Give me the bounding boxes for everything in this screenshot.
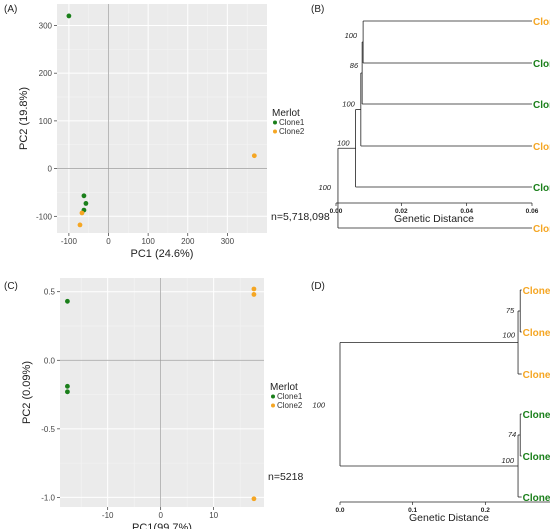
x-tick-label: 200: [181, 237, 195, 246]
y-tick-label: 0.5: [44, 288, 56, 297]
y-tick-label: 0: [48, 165, 53, 174]
y-axis-label: PC2 (19.8%): [18, 87, 30, 150]
sample-count: n=5,718,098: [271, 211, 330, 223]
y-tick-label: -0.5: [41, 425, 55, 434]
legend-marker: [273, 129, 277, 134]
x-axis-label: Genetic Distance: [409, 512, 489, 524]
bootstrap-support: 100: [312, 400, 325, 409]
x-axis-label: PC1 (24.6%): [131, 248, 194, 260]
x-tick-label: 10: [209, 511, 218, 520]
leaf-label: Clone1.3: [523, 410, 550, 421]
bootstrap-support: 100: [345, 31, 358, 40]
x-tick-label: 0.00: [330, 208, 343, 215]
data-point: [251, 292, 257, 297]
panel-b: (B) 100 86 100 100 100 Clone2.1 Clone1.3 Clone1.…: [311, 4, 550, 235]
x-tick-label: 100: [141, 237, 155, 246]
x-tick-label: 0.0: [335, 507, 344, 514]
panel-label: (B): [311, 4, 324, 15]
data-point: [251, 496, 257, 502]
bootstrap-support: 100: [503, 331, 516, 340]
leaf-label: Clone1.2: [533, 100, 550, 111]
leaf-label: Clone1.2: [523, 452, 550, 463]
data-point: [83, 201, 89, 206]
bootstrap-support: 100: [342, 100, 355, 109]
x-tick-label: 0.1: [408, 507, 417, 514]
leaf-label: Clone2.2: [533, 224, 550, 235]
bootstrap-support: 75: [506, 306, 515, 315]
leaf-label: Clone1.3: [533, 59, 550, 70]
bootstrap-support: 74: [508, 430, 516, 439]
x-tick-label: -10: [102, 511, 114, 520]
sample-count: n=5218: [268, 471, 303, 483]
data-point: [81, 193, 87, 199]
legend-entry: Clone2: [277, 401, 303, 410]
leaf-label: Clone1.1: [523, 493, 550, 504]
leaf-label: Clone2.3: [523, 286, 550, 297]
x-axis-label: Genetic Distance: [394, 213, 474, 225]
legend-entry: Clone1: [279, 118, 305, 127]
legend-title: Merlot: [270, 382, 298, 393]
panel-label: (C): [4, 281, 18, 292]
legend-marker: [273, 120, 277, 125]
y-tick-label: 200: [39, 69, 53, 78]
leaf-label: Clone2.1: [523, 328, 550, 339]
data-point: [65, 389, 70, 395]
data-point: [66, 13, 72, 19]
legend-entry: Clone2: [279, 127, 305, 136]
data-point: [79, 210, 85, 216]
leaf-label: Clone2.2: [523, 370, 550, 381]
legend-marker: [271, 394, 275, 399]
data-point: [65, 298, 70, 304]
panel-d: (D) 75 100 74 100 100 Clone2.3 Clone2.1 Clone2.2…: [311, 281, 550, 524]
y-tick-label: -1.0: [41, 493, 55, 502]
x-tick-label: 0.04: [460, 208, 473, 215]
y-tick-label: -100: [36, 212, 53, 221]
plot-area: [60, 278, 264, 507]
legend-title: Merlot: [272, 108, 300, 119]
y-tick-label: 100: [39, 117, 53, 126]
panel-label: (D): [311, 281, 325, 292]
leaf-label: Clone2.3: [533, 142, 550, 153]
plot-area: [57, 4, 267, 233]
data-point: [77, 222, 83, 228]
panel-c: (C) -10 0 10 -1.0 -0.5 0.0 0.5 PC1(99.7%) PC2 (0.…: [4, 278, 303, 529]
x-tick-label: 300: [221, 237, 235, 246]
x-tick-label: 0: [106, 237, 111, 246]
x-tick-label: 0.02: [395, 208, 408, 215]
leaf-label: Clone1.1: [533, 183, 550, 194]
panel-a: (A) -100 0 100 200 300 -100 0 100 200 300 PC1 (24.6…: [4, 4, 330, 260]
panel-label: (A): [4, 4, 17, 15]
y-tick-label: 0.0: [44, 356, 56, 365]
bootstrap-support: 100: [502, 456, 515, 465]
x-tick-label: 0.2: [481, 507, 490, 514]
x-tick-label: 0.06: [526, 208, 539, 215]
data-point: [251, 286, 257, 292]
data-point: [65, 383, 70, 389]
leaf-label: Clone2.1: [533, 17, 550, 28]
y-tick-label: 300: [39, 21, 53, 30]
x-tick-label: 0: [158, 511, 163, 520]
bootstrap-support: 100: [337, 138, 350, 147]
legend-entry: Clone1: [277, 392, 303, 401]
legend-marker: [271, 403, 275, 408]
bootstrap-support: 100: [318, 183, 331, 192]
x-tick-label: -100: [61, 237, 78, 246]
bootstrap-support: 86: [350, 61, 359, 70]
data-point: [251, 153, 257, 159]
y-axis-label: PC2 (0.09%): [21, 361, 33, 424]
x-axis-label: PC1(99.7%): [132, 522, 192, 529]
